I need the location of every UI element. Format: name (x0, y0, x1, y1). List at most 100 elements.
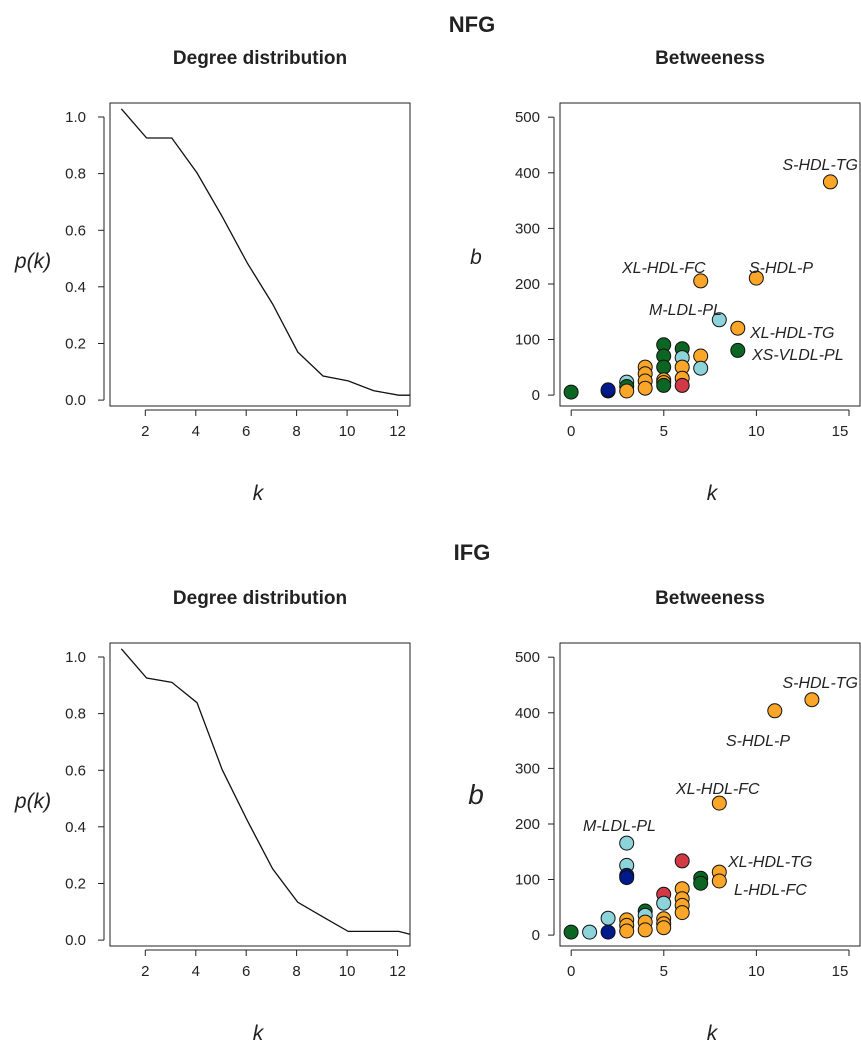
y-tick-label: 0.4 (65, 279, 86, 296)
plot-frame (559, 102, 861, 407)
y-tick-label: 400 (515, 165, 540, 182)
panel-ifg-degree: Degree distribution p(k) k 2 4 6 8 10 12… (14, 588, 411, 1045)
y-tick-label: 0 (532, 927, 540, 944)
x-tick-label: 10 (748, 423, 765, 440)
y-tick-label: 100 (515, 872, 540, 889)
point-label: XL-HDL-FC (621, 260, 706, 277)
panel-title-nfg-degree: Degree distribution (173, 48, 347, 69)
y-tick-label: 200 (515, 816, 540, 833)
y-axis-label: b (470, 246, 482, 269)
y-axis-label: p(k) (14, 790, 51, 813)
x-tick-label: 15 (832, 423, 849, 440)
scatter-point (730, 320, 746, 336)
x-tick-label: 8 (292, 423, 300, 440)
y-tick-label: 300 (515, 760, 540, 777)
scatter-points (563, 174, 838, 400)
y-tick-label: 0.8 (65, 166, 86, 183)
point-label: XL-HDL-FC (675, 781, 760, 798)
y-tick-label: 100 (515, 332, 540, 349)
y-axis-label: b (468, 779, 484, 810)
x-tick-label: 2 (141, 423, 149, 440)
scatter-point (637, 922, 653, 938)
scatter-point (619, 383, 635, 399)
scatter-point (767, 703, 783, 719)
scatter-point (656, 359, 672, 375)
scatter-point (563, 384, 579, 400)
x-tick-label: 4 (192, 963, 200, 980)
x-tick-label: 10 (748, 963, 765, 980)
point-label: L-HDL-FC (734, 882, 807, 899)
scatter-point (619, 923, 635, 939)
scatter-point (563, 924, 579, 940)
scatter-point (711, 873, 727, 889)
point-label: S-HDL-TG (782, 157, 858, 174)
point-label: XL-HDL-TG (749, 325, 834, 342)
point-label: S-HDL-P (726, 733, 790, 750)
x-tick-label: 2 (141, 963, 149, 980)
y-tick-label: 1.0 (65, 109, 86, 126)
scatter-point (674, 853, 690, 869)
degree-line (120, 108, 410, 396)
scatter-point (637, 380, 653, 396)
panel-title-ifg-degree: Degree distribution (173, 588, 347, 609)
y-tick-label: 0.6 (65, 222, 86, 239)
axes: 2 4 6 8 10 12 0.0 0.2 0.4 0.6 0.8 1.0 (65, 649, 406, 980)
x-tick-label: 6 (242, 423, 250, 440)
scatter-point (730, 342, 746, 358)
x-tick-label: 0 (567, 963, 575, 980)
x-tick-label: 10 (339, 963, 356, 980)
x-tick-label: 15 (832, 963, 849, 980)
panel-title-ifg-betweenness: Betweeness (655, 588, 765, 609)
y-tick-label: 500 (515, 109, 540, 126)
scatter-point (693, 360, 709, 376)
y-tick-label: 200 (515, 276, 540, 293)
scatter-point (674, 377, 690, 393)
point-label: S-HDL-TG (782, 675, 858, 692)
scatter-point (711, 795, 727, 811)
scatter-point (693, 875, 709, 891)
plot-frame (109, 102, 411, 407)
scatter-point (619, 870, 635, 886)
line-series-area (120, 108, 410, 396)
x-tick-label: 5 (660, 963, 668, 980)
line-series-area (120, 648, 411, 935)
y-tick-label: 0.0 (65, 392, 86, 409)
y-tick-label: 500 (515, 649, 540, 666)
scatter-point (711, 312, 727, 328)
x-tick-label: 10 (339, 423, 356, 440)
y-tick-label: 0.8 (65, 706, 86, 723)
y-tick-label: 0.2 (65, 336, 86, 353)
x-tick-label: 8 (292, 963, 300, 980)
point-labels: S-HDL-TG XL-HDL-FC S-HDL-P M-LDL-PL XL-H… (621, 157, 858, 364)
scatter-point (619, 835, 635, 851)
x-tick-label: 0 (567, 423, 575, 440)
x-axis-label: k (707, 482, 719, 505)
point-label: M-LDL-PL (583, 818, 656, 835)
x-axis-label: k (253, 1022, 265, 1045)
axes: 2 4 6 8 10 12 0.0 0.2 0.4 0.6 0.8 1.0 (65, 109, 406, 440)
point-label: XL-HDL-TG (727, 854, 812, 871)
section-title-nfg: NFG (449, 12, 495, 37)
y-tick-label: 300 (515, 220, 540, 237)
y-tick-label: 0.2 (65, 876, 86, 893)
y-tick-label: 0.0 (65, 932, 86, 949)
axes: 0 5 10 15 0 100 200 300 400 500 (515, 649, 850, 980)
x-axis-label: k (707, 1022, 719, 1045)
point-label: S-HDL-P (749, 260, 813, 277)
panel-title-nfg-betweenness: Betweeness (655, 48, 765, 69)
x-tick-label: 6 (242, 963, 250, 980)
panel-ifg-betweenness: Betweeness b k 0 5 10 15 0 100 200 300 4… (468, 588, 861, 1045)
scatter-point (656, 920, 672, 936)
x-tick-label: 4 (192, 423, 200, 440)
x-axis-label: k (253, 482, 265, 505)
scatter-point (600, 382, 616, 398)
degree-line (120, 648, 411, 935)
x-tick-label: 5 (660, 423, 668, 440)
point-label: M-LDL-PL (649, 302, 722, 319)
scatter-point (582, 924, 598, 940)
scatter-point (748, 270, 764, 286)
scatter-point (693, 273, 709, 289)
plot-frame (109, 642, 411, 947)
plot-frame (559, 642, 861, 947)
point-labels: S-HDL-TG S-HDL-P XL-HDL-FC M-LDL-PL XL-H… (583, 675, 858, 899)
